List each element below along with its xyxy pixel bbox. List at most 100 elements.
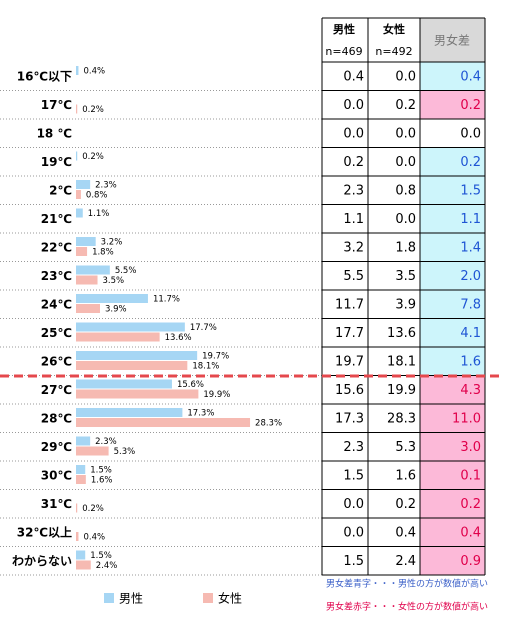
category-label: 26℃: [41, 355, 72, 369]
table-cell: 1.6: [460, 355, 481, 370]
value-label: 1.6%: [91, 476, 113, 486]
category-label: 28℃: [41, 412, 72, 426]
table-grid: [321, 17, 486, 575]
category-label: 2℃: [49, 184, 72, 198]
table-cell: 11.7: [335, 298, 364, 313]
note: 男女差赤字・・・女性の方が数値が高い: [326, 601, 488, 613]
table-cell: 2.3: [343, 184, 364, 199]
table-cell: 1.1: [343, 212, 364, 227]
value-label: 17.3%: [187, 409, 214, 419]
table-cell: 17.3: [335, 412, 364, 427]
table-cell: 0.4: [343, 70, 364, 85]
table-cell: 1.5: [343, 469, 364, 484]
bar: [76, 265, 110, 275]
note: 男女差青字・・・男性の方が数値が高い: [326, 578, 488, 590]
diff-bg: [420, 546, 485, 575]
table-cell: 2.3: [343, 440, 364, 455]
bar: [76, 503, 78, 513]
diff-bg: [420, 318, 485, 347]
bar: [76, 560, 91, 570]
table-cell: 0.2: [343, 155, 364, 170]
table-cell: 1.5: [460, 184, 481, 199]
bar: [76, 465, 86, 474]
table-cell: 0.0: [343, 497, 364, 512]
value-label: 2.3%: [95, 437, 117, 447]
diff-bg: [420, 461, 485, 490]
value-label: 19.9%: [203, 390, 230, 400]
category-label: 32℃以上: [17, 525, 72, 540]
value-label: 28.3%: [255, 419, 282, 429]
value-label: 1.5%: [90, 551, 112, 561]
value-label: 3.9%: [105, 305, 127, 315]
legend-swatch: [203, 593, 213, 603]
bar: [76, 180, 91, 189]
table-cell: 0.1: [460, 469, 481, 484]
table-cell: 0.0: [343, 127, 364, 142]
table-cell: 0.0: [343, 98, 364, 113]
value-label: 15.6%: [177, 380, 204, 390]
table-cell: 0.9: [460, 554, 481, 569]
table-cell: 17.7: [335, 326, 364, 341]
table-cell: 1.8: [395, 241, 416, 256]
table-cell: 0.2: [460, 98, 481, 113]
table-cell: 3.9: [395, 298, 416, 313]
table-cell: 7.8: [460, 298, 481, 313]
diff-bg: [420, 204, 485, 233]
table-cell: 1.6: [395, 469, 416, 484]
category-label: 18 ℃: [37, 127, 72, 141]
bar: [76, 532, 79, 541]
bar: [76, 389, 199, 399]
table-cell: 0.0: [460, 127, 481, 142]
table-cell: 0.8: [395, 184, 416, 199]
bar: [76, 408, 183, 417]
value-label: 5.5%: [115, 266, 137, 276]
table-cell: 0.2: [395, 98, 416, 113]
bar: [76, 550, 86, 560]
table-cell: 2.0: [460, 269, 481, 284]
table-cell: 0.0: [395, 127, 416, 142]
diff-bg: [420, 119, 485, 148]
table-cell: 0.4: [395, 526, 416, 541]
bar: [76, 332, 160, 342]
bar: [76, 446, 109, 456]
bar: [76, 379, 172, 389]
value-label: 13.6%: [165, 333, 192, 343]
value-label: 0.4%: [83, 533, 105, 543]
bar: [76, 475, 86, 484]
value-label: 2.4%: [96, 561, 118, 571]
table-cell: 19.7: [335, 355, 364, 370]
diff-bg: [420, 290, 485, 319]
table-cell: 11.0: [452, 412, 481, 427]
diff-bg: [420, 62, 485, 91]
category-label: 21℃: [41, 212, 72, 226]
legend-label: 男性: [119, 592, 143, 606]
bar: [76, 436, 91, 446]
value-label: 1.1%: [88, 209, 110, 219]
value-label: 19.7%: [202, 352, 229, 362]
table-cell: 5.5: [343, 269, 364, 284]
header-bg: [420, 18, 485, 62]
table-cell: 28.3: [387, 412, 416, 427]
diff-bg: [420, 147, 485, 176]
diff-bg: [420, 90, 485, 119]
col-subheader: n=492: [375, 45, 412, 58]
table-cell: 0.2: [460, 497, 481, 512]
table-cell: 18.1: [387, 355, 416, 370]
diff-bg: [420, 233, 485, 262]
value-label: 3.5%: [103, 276, 125, 286]
bar: [76, 237, 96, 246]
bar: [76, 361, 188, 370]
value-label: 0.2%: [82, 152, 104, 162]
table-cell: 3.0: [460, 440, 481, 455]
bar: [76, 351, 198, 360]
col-header: 男女差: [434, 33, 470, 48]
table-cell: 0.2: [460, 155, 481, 170]
table-cell: 5.3: [395, 440, 416, 455]
category-label: 17℃: [41, 98, 72, 112]
table-cell: 0.2: [395, 497, 416, 512]
diff-bg: [420, 347, 485, 376]
value-label: 1.5%: [90, 466, 112, 476]
bar: [76, 304, 100, 313]
value-label: 17.7%: [190, 323, 217, 333]
bar: [76, 322, 185, 332]
